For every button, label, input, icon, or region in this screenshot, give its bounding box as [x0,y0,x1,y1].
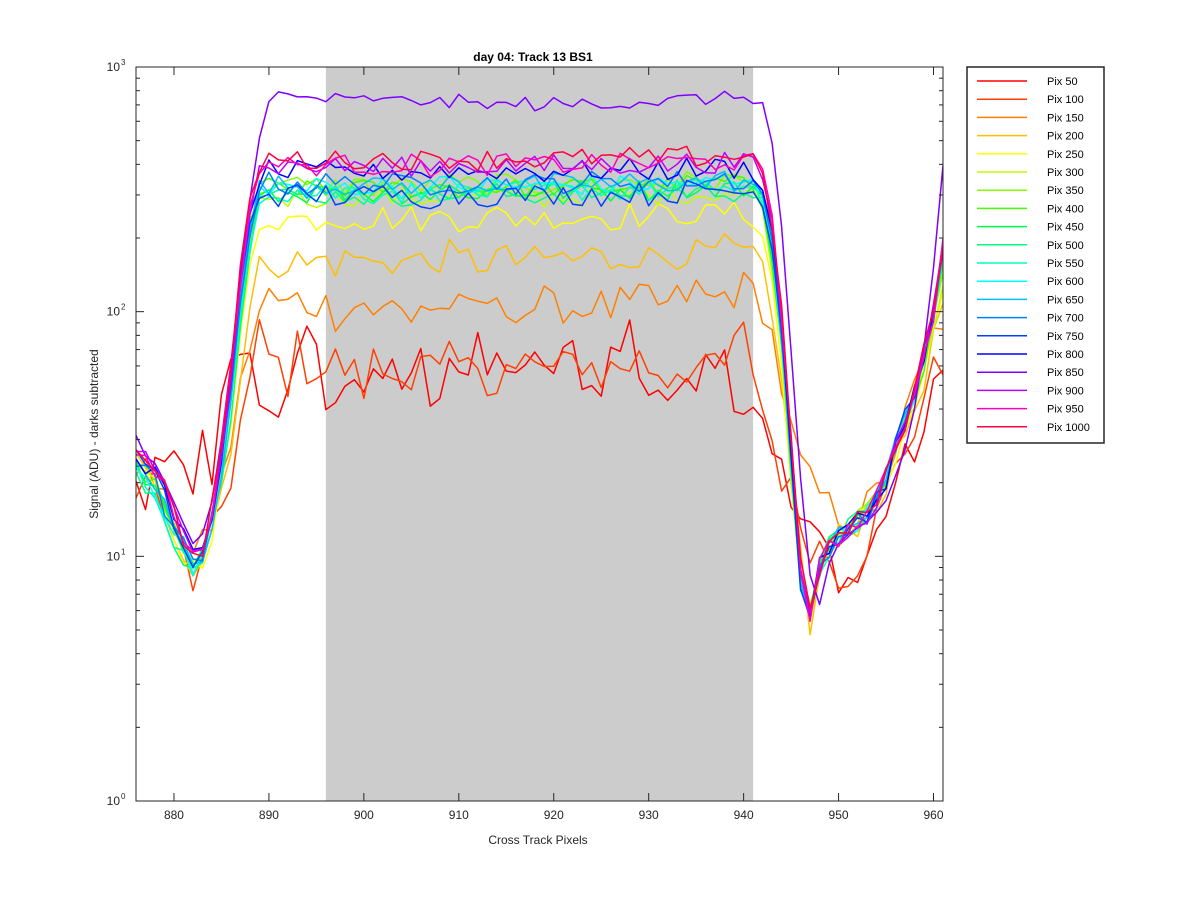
legend-label: Pix 150 [1047,112,1084,124]
legend-label: Pix 100 [1047,94,1084,106]
legend-label: Pix 450 [1047,222,1084,234]
series-line-pix-850 [136,90,943,606]
legend-label: Pix 750 [1047,331,1084,343]
x-tick-label: 910 [449,808,469,822]
series-line-pix-1000 [136,145,943,609]
legend-label: Pix 950 [1047,404,1084,416]
chart-title: day 04: Track 13 BS1 [473,50,593,64]
x-tick-label: 950 [829,808,849,822]
legend-label: Pix 250 [1047,149,1084,161]
x-tick-label: 900 [354,808,374,822]
series-line-pix-200 [136,233,943,636]
series-line-pix-50 [136,319,943,594]
y-tick-label: 10 [107,794,121,808]
x-tick-label: 920 [544,808,564,822]
x-axis-title: Cross Track Pixels [488,833,587,847]
legend-label: Pix 600 [1047,276,1084,288]
y-axis-title: Signal (ADU) - darks subtracted [87,349,101,518]
y-tick-exponent: 1 [121,547,126,556]
y-tick-exponent: 3 [121,58,126,67]
series-line-pix-950 [136,152,943,623]
legend-label: Pix 200 [1047,131,1084,143]
legend-label: Pix 550 [1047,258,1084,270]
legend-box [966,66,1105,444]
legend-label: Pix 1000 [1047,422,1090,434]
x-tick-label: 930 [639,808,659,822]
x-tick-label: 960 [923,808,943,822]
x-tick-label: 880 [164,808,184,822]
legend-label: Pix 900 [1047,385,1084,397]
x-tick-label: 890 [259,808,279,822]
series-line-pix-150 [136,271,943,554]
x-tick-label: 940 [734,808,754,822]
y-tick-label: 10 [107,305,121,319]
legend-label: Pix 300 [1047,167,1084,179]
axes-box [135,66,944,802]
y-tick-exponent: 2 [121,303,126,312]
legend-label: Pix 500 [1047,240,1084,252]
legend-label: Pix 50 [1047,76,1078,88]
legend-label: Pix 850 [1047,367,1084,379]
legend-label: Pix 400 [1047,203,1084,215]
series-line-pix-900 [136,151,943,615]
y-tick-label: 10 [107,549,121,563]
y-tick-label: 10 [107,60,121,74]
legend-label: Pix 350 [1047,185,1084,197]
series-lines [136,90,943,636]
legend-label: Pix 800 [1047,349,1084,361]
plot-area [136,67,943,801]
y-tick-exponent: 0 [121,792,126,801]
legend: Pix 50 Pix 100 Pix 150 Pix 200 Pix 250 Pix 30… [966,66,1105,444]
legend-label: Pix 650 [1047,294,1084,306]
legend-label: Pix 700 [1047,313,1084,325]
